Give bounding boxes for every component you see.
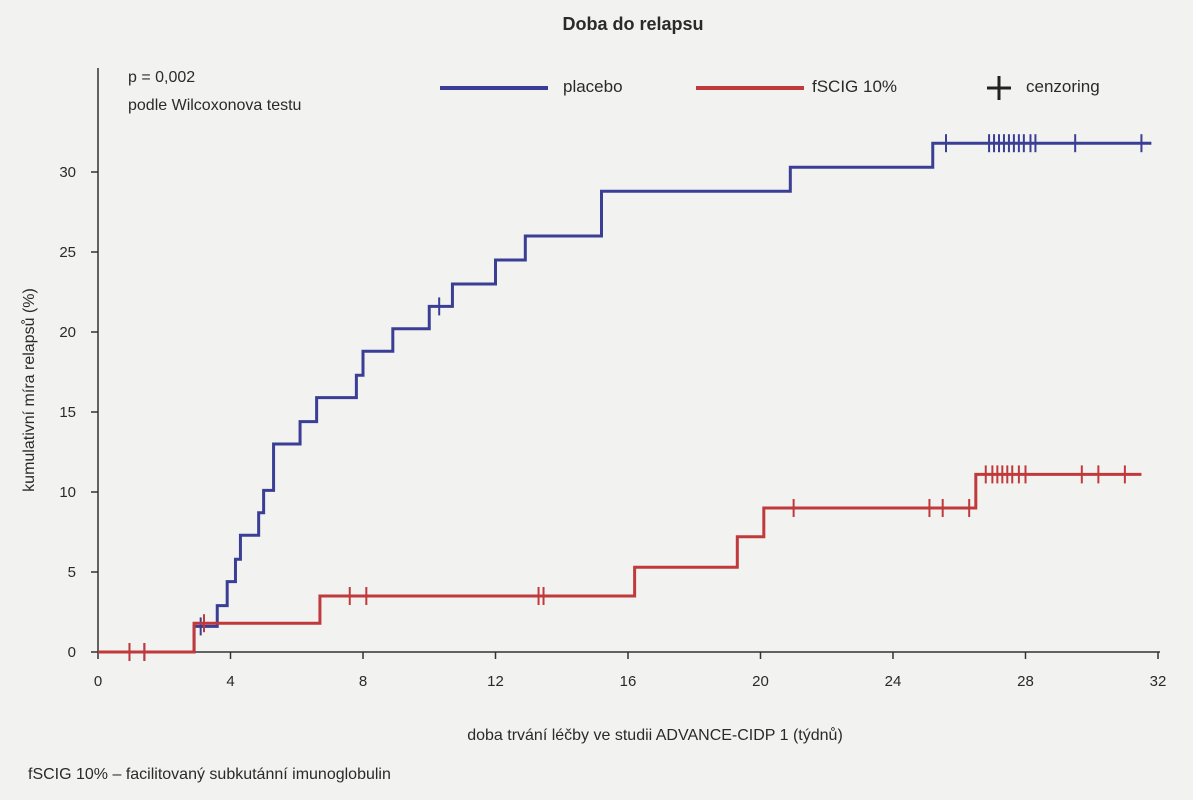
x-axis-label: doba trvání léčby ve studii ADVANCE-CIDP…: [467, 726, 843, 744]
y-tick-label: 20: [59, 324, 76, 341]
series-layer: [98, 134, 1152, 661]
x-tick-label: 8: [359, 673, 367, 690]
y-ticks: 0 5 10 15 20 25 30: [59, 164, 98, 661]
legend: placebo fSCIG 10% cenzoring: [440, 76, 1100, 100]
x-tick-label: 32: [1150, 673, 1167, 690]
y-tick-label: 10: [59, 484, 76, 501]
y-tick-label: 0: [68, 644, 76, 661]
test-annotation: podle Wilcoxonova testu: [128, 97, 301, 114]
x-tick-label: 16: [620, 673, 637, 690]
x-tick-label: 20: [752, 673, 769, 690]
x-tick-label: 24: [885, 673, 902, 690]
axes: [97, 68, 1160, 653]
y-tick-label: 15: [59, 404, 76, 421]
x-tick-label: 0: [94, 673, 102, 690]
x-tick-label: 4: [226, 673, 234, 690]
legend-label-placebo: placebo: [563, 77, 623, 96]
x-tick-label: 12: [487, 673, 504, 690]
x-ticks: 0 4 8 12 16 20 24 28 32: [94, 652, 1167, 690]
x-tick-label: 28: [1017, 673, 1034, 690]
p-value-annotation: p = 0,002: [128, 69, 195, 86]
censoring-marker-icon: [987, 76, 1011, 100]
series-line-fscig: [98, 472, 1142, 654]
y-tick-label: 30: [59, 164, 76, 181]
chart-title: Doba do relapsu: [562, 14, 703, 34]
y-tick-label: 25: [59, 244, 76, 261]
y-axis-label: kumulativní míra relapsů (%): [20, 288, 38, 492]
series-line-placebo: [98, 141, 1152, 654]
legend-label-fscig: fSCIG 10%: [812, 77, 897, 96]
legend-label-censoring: cenzoring: [1026, 77, 1100, 96]
y-tick-label: 5: [68, 564, 76, 581]
footnote: fSCIG 10% – facilitovaný subkutánní imun…: [28, 766, 391, 783]
